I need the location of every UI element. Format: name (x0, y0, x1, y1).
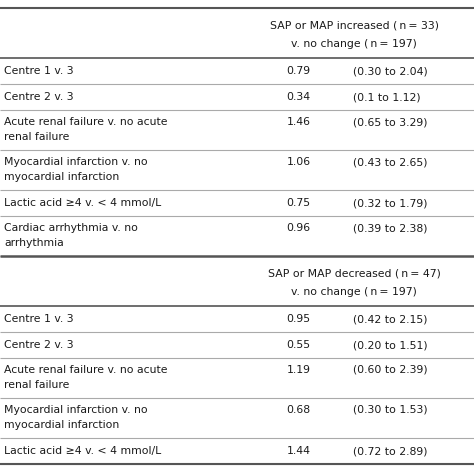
Text: Myocardial infarction v. no: Myocardial infarction v. no (4, 405, 147, 415)
Text: Centre 2 v. 3: Centre 2 v. 3 (4, 92, 73, 102)
Text: Centre 1 v. 3: Centre 1 v. 3 (4, 66, 73, 76)
Text: 0.34: 0.34 (287, 92, 310, 102)
Text: 1.19: 1.19 (287, 365, 310, 375)
Text: v. no change ( n = 197): v. no change ( n = 197) (292, 287, 417, 297)
Text: 0.75: 0.75 (287, 198, 310, 208)
Text: renal failure: renal failure (4, 132, 69, 142)
Text: renal failure: renal failure (4, 380, 69, 390)
Text: (0.30 to 1.53): (0.30 to 1.53) (353, 405, 428, 415)
Text: 0.68: 0.68 (287, 405, 310, 415)
Text: myocardial infarction: myocardial infarction (4, 172, 119, 182)
Text: (0.39 to 2.38): (0.39 to 2.38) (353, 223, 428, 233)
Text: 1.46: 1.46 (287, 117, 310, 127)
Text: Centre 1 v. 3: Centre 1 v. 3 (4, 314, 73, 324)
Text: (0.60 to 2.39): (0.60 to 2.39) (353, 365, 428, 375)
Text: v. no change ( n = 197): v. no change ( n = 197) (292, 39, 417, 49)
Text: (0.65 to 3.29): (0.65 to 3.29) (353, 117, 428, 127)
Text: (0.32 to 1.79): (0.32 to 1.79) (353, 198, 428, 208)
Text: Lactic acid ≥4 v. < 4 mmol/L: Lactic acid ≥4 v. < 4 mmol/L (4, 446, 161, 456)
Text: Centre 2 v. 3: Centre 2 v. 3 (4, 340, 73, 350)
Text: 0.96: 0.96 (287, 223, 310, 233)
Text: (0.72 to 2.89): (0.72 to 2.89) (353, 446, 428, 456)
Text: (0.1 to 1.12): (0.1 to 1.12) (353, 92, 421, 102)
Text: 0.55: 0.55 (287, 340, 310, 350)
Text: arrhythmia: arrhythmia (4, 238, 64, 248)
Text: (0.20 to 1.51): (0.20 to 1.51) (353, 340, 428, 350)
Text: myocardial infarction: myocardial infarction (4, 420, 119, 430)
Text: SAP or MAP increased ( n = 33): SAP or MAP increased ( n = 33) (270, 20, 439, 30)
Text: 0.79: 0.79 (287, 66, 310, 76)
Text: 0.95: 0.95 (287, 314, 310, 324)
Text: (0.30 to 2.04): (0.30 to 2.04) (353, 66, 428, 76)
Text: 1.44: 1.44 (287, 446, 310, 456)
Text: 1.06: 1.06 (287, 157, 310, 167)
Text: Cardiac arrhythmia v. no: Cardiac arrhythmia v. no (4, 223, 138, 233)
Text: Acute renal failure v. no acute: Acute renal failure v. no acute (4, 117, 167, 127)
Text: (0.42 to 2.15): (0.42 to 2.15) (353, 314, 428, 324)
Text: SAP or MAP decreased ( n = 47): SAP or MAP decreased ( n = 47) (268, 268, 441, 279)
Text: (0.43 to 2.65): (0.43 to 2.65) (353, 157, 428, 167)
Text: Lactic acid ≥4 v. < 4 mmol/L: Lactic acid ≥4 v. < 4 mmol/L (4, 198, 161, 208)
Text: Acute renal failure v. no acute: Acute renal failure v. no acute (4, 365, 167, 375)
Text: Myocardial infarction v. no: Myocardial infarction v. no (4, 157, 147, 167)
